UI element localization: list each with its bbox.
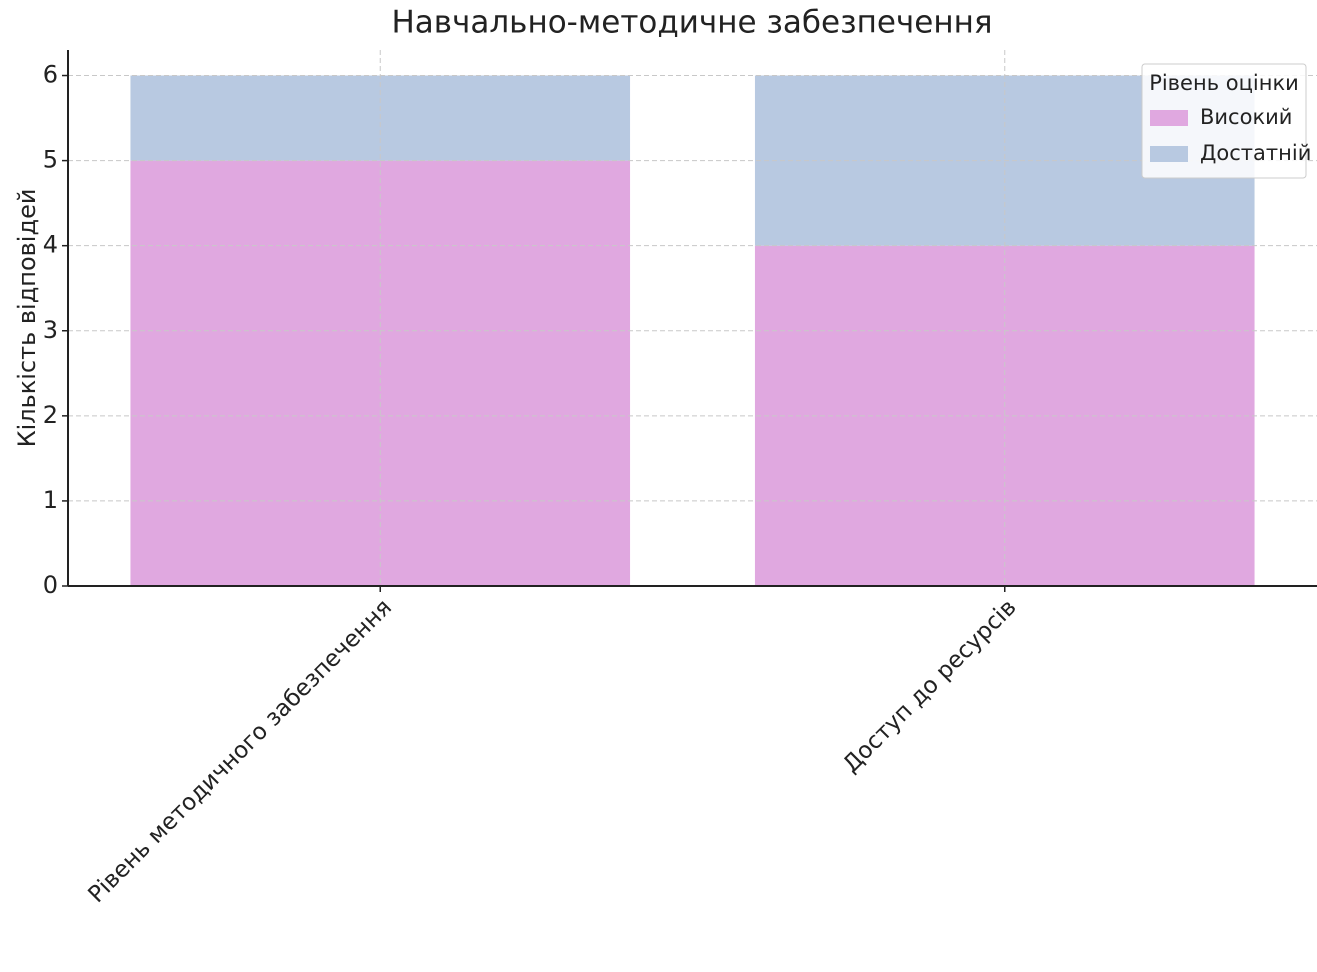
x-tick-label: Рівень методичного забезпечення: [83, 594, 397, 908]
y-tick-label: 1: [43, 486, 58, 514]
y-tick-label: 0: [43, 571, 58, 599]
y-tick-label: 6: [43, 61, 58, 89]
legend-swatch: [1150, 110, 1188, 126]
y-axis-label: Кількість відповідей: [13, 189, 41, 448]
legend-swatch: [1150, 146, 1188, 162]
legend: Рівень оцінки Високий Достатній: [1141, 63, 1311, 179]
y-tick-label: 3: [43, 316, 58, 344]
x-tick-label: Доступ до ресурсів: [838, 594, 1022, 778]
y-tick-label: 4: [43, 231, 58, 259]
y-tick-label: 2: [43, 401, 58, 429]
legend-label: Високий: [1200, 105, 1292, 129]
chart-title: Навчально-методичне забезпечення: [391, 5, 992, 41]
legend-label: Достатній: [1200, 141, 1311, 165]
legend-title: Рівень оцінки: [1149, 71, 1299, 95]
y-tick-label: 5: [43, 146, 58, 174]
